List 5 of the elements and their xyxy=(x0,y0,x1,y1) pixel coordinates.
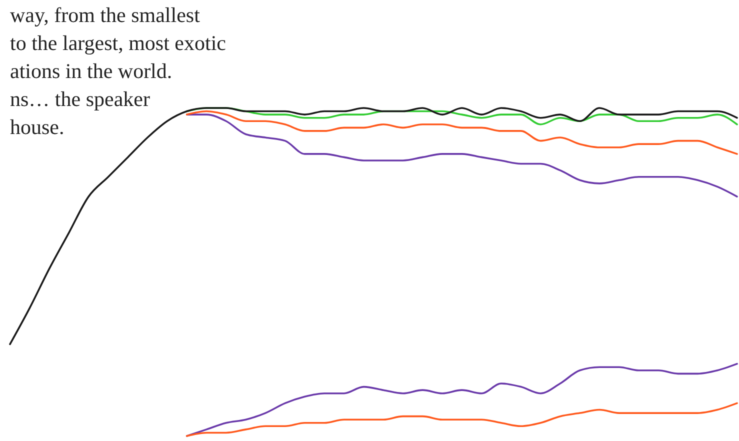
annotation: house. xyxy=(10,115,64,139)
text: way, from the smallest xyxy=(10,3,200,27)
annotation: ns… the speaker xyxy=(10,87,150,111)
text: to the largest, most exotic xyxy=(10,31,226,55)
text: ations in the world. xyxy=(10,59,172,83)
